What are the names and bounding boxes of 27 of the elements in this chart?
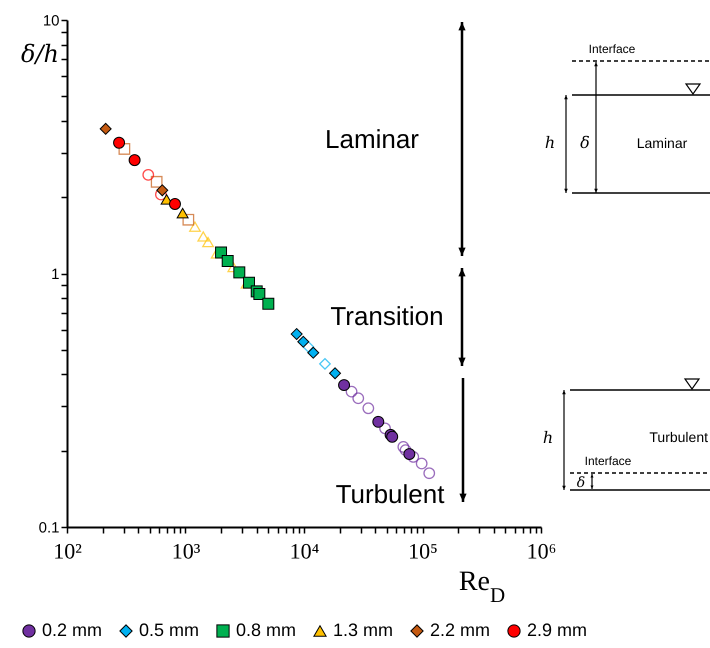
legend-label: 0.5 mm xyxy=(139,620,200,640)
text: Laminar xyxy=(636,135,688,151)
text: δ xyxy=(576,475,586,491)
text: h xyxy=(542,428,554,447)
legend-label: 0.2 mm xyxy=(42,620,102,640)
annotation: Transition xyxy=(330,301,444,331)
y-tick-label: 1 xyxy=(51,266,60,283)
text: Turbulent xyxy=(649,429,708,445)
legend-label: 2.9 mm xyxy=(527,620,588,640)
y-tick-label: 10 xyxy=(42,12,60,30)
text: h xyxy=(544,133,556,152)
legend-label: 2.2 mm xyxy=(430,620,490,640)
legend-label: 0.8 mm xyxy=(236,620,296,640)
x-tick-label: 10⁶ xyxy=(526,538,556,564)
x-tick-label: 10³ xyxy=(172,538,201,564)
x-tick-label: 10² xyxy=(53,538,82,564)
y-axis-title: δ/h xyxy=(21,40,59,68)
x-axis-title: Re$_{D}$ xyxy=(458,566,506,607)
y-tick-label: 0.1 xyxy=(38,520,60,536)
text: δ xyxy=(580,133,590,152)
legend-label: 1.3 mm xyxy=(333,620,394,640)
x-tick-label: 10⁴ xyxy=(290,538,320,564)
text: Interface xyxy=(584,454,632,468)
annotation: Laminar xyxy=(325,124,420,154)
annotation: Turbulent xyxy=(336,479,446,509)
x-tick-label: 10⁵ xyxy=(408,538,438,564)
text: Interface xyxy=(588,42,636,56)
